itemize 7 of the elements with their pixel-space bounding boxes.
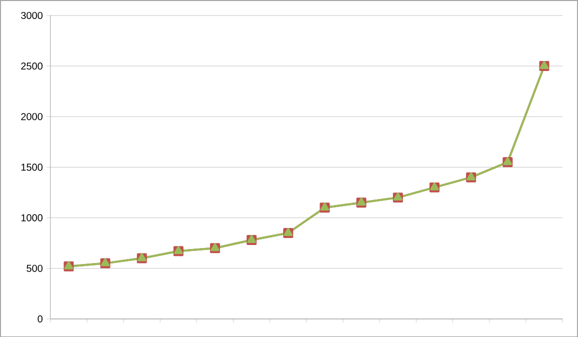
y-tick-label: 2000 [21, 112, 43, 120]
y-tick-label: 0 [38, 315, 43, 322]
y-tick-label: 3000 [21, 12, 43, 19]
y-tick-label: 2500 [21, 62, 43, 70]
y-tick-label: 1500 [21, 163, 43, 171]
y-tick-label: 500 [26, 264, 43, 272]
y-tick-label: 1000 [21, 214, 43, 222]
